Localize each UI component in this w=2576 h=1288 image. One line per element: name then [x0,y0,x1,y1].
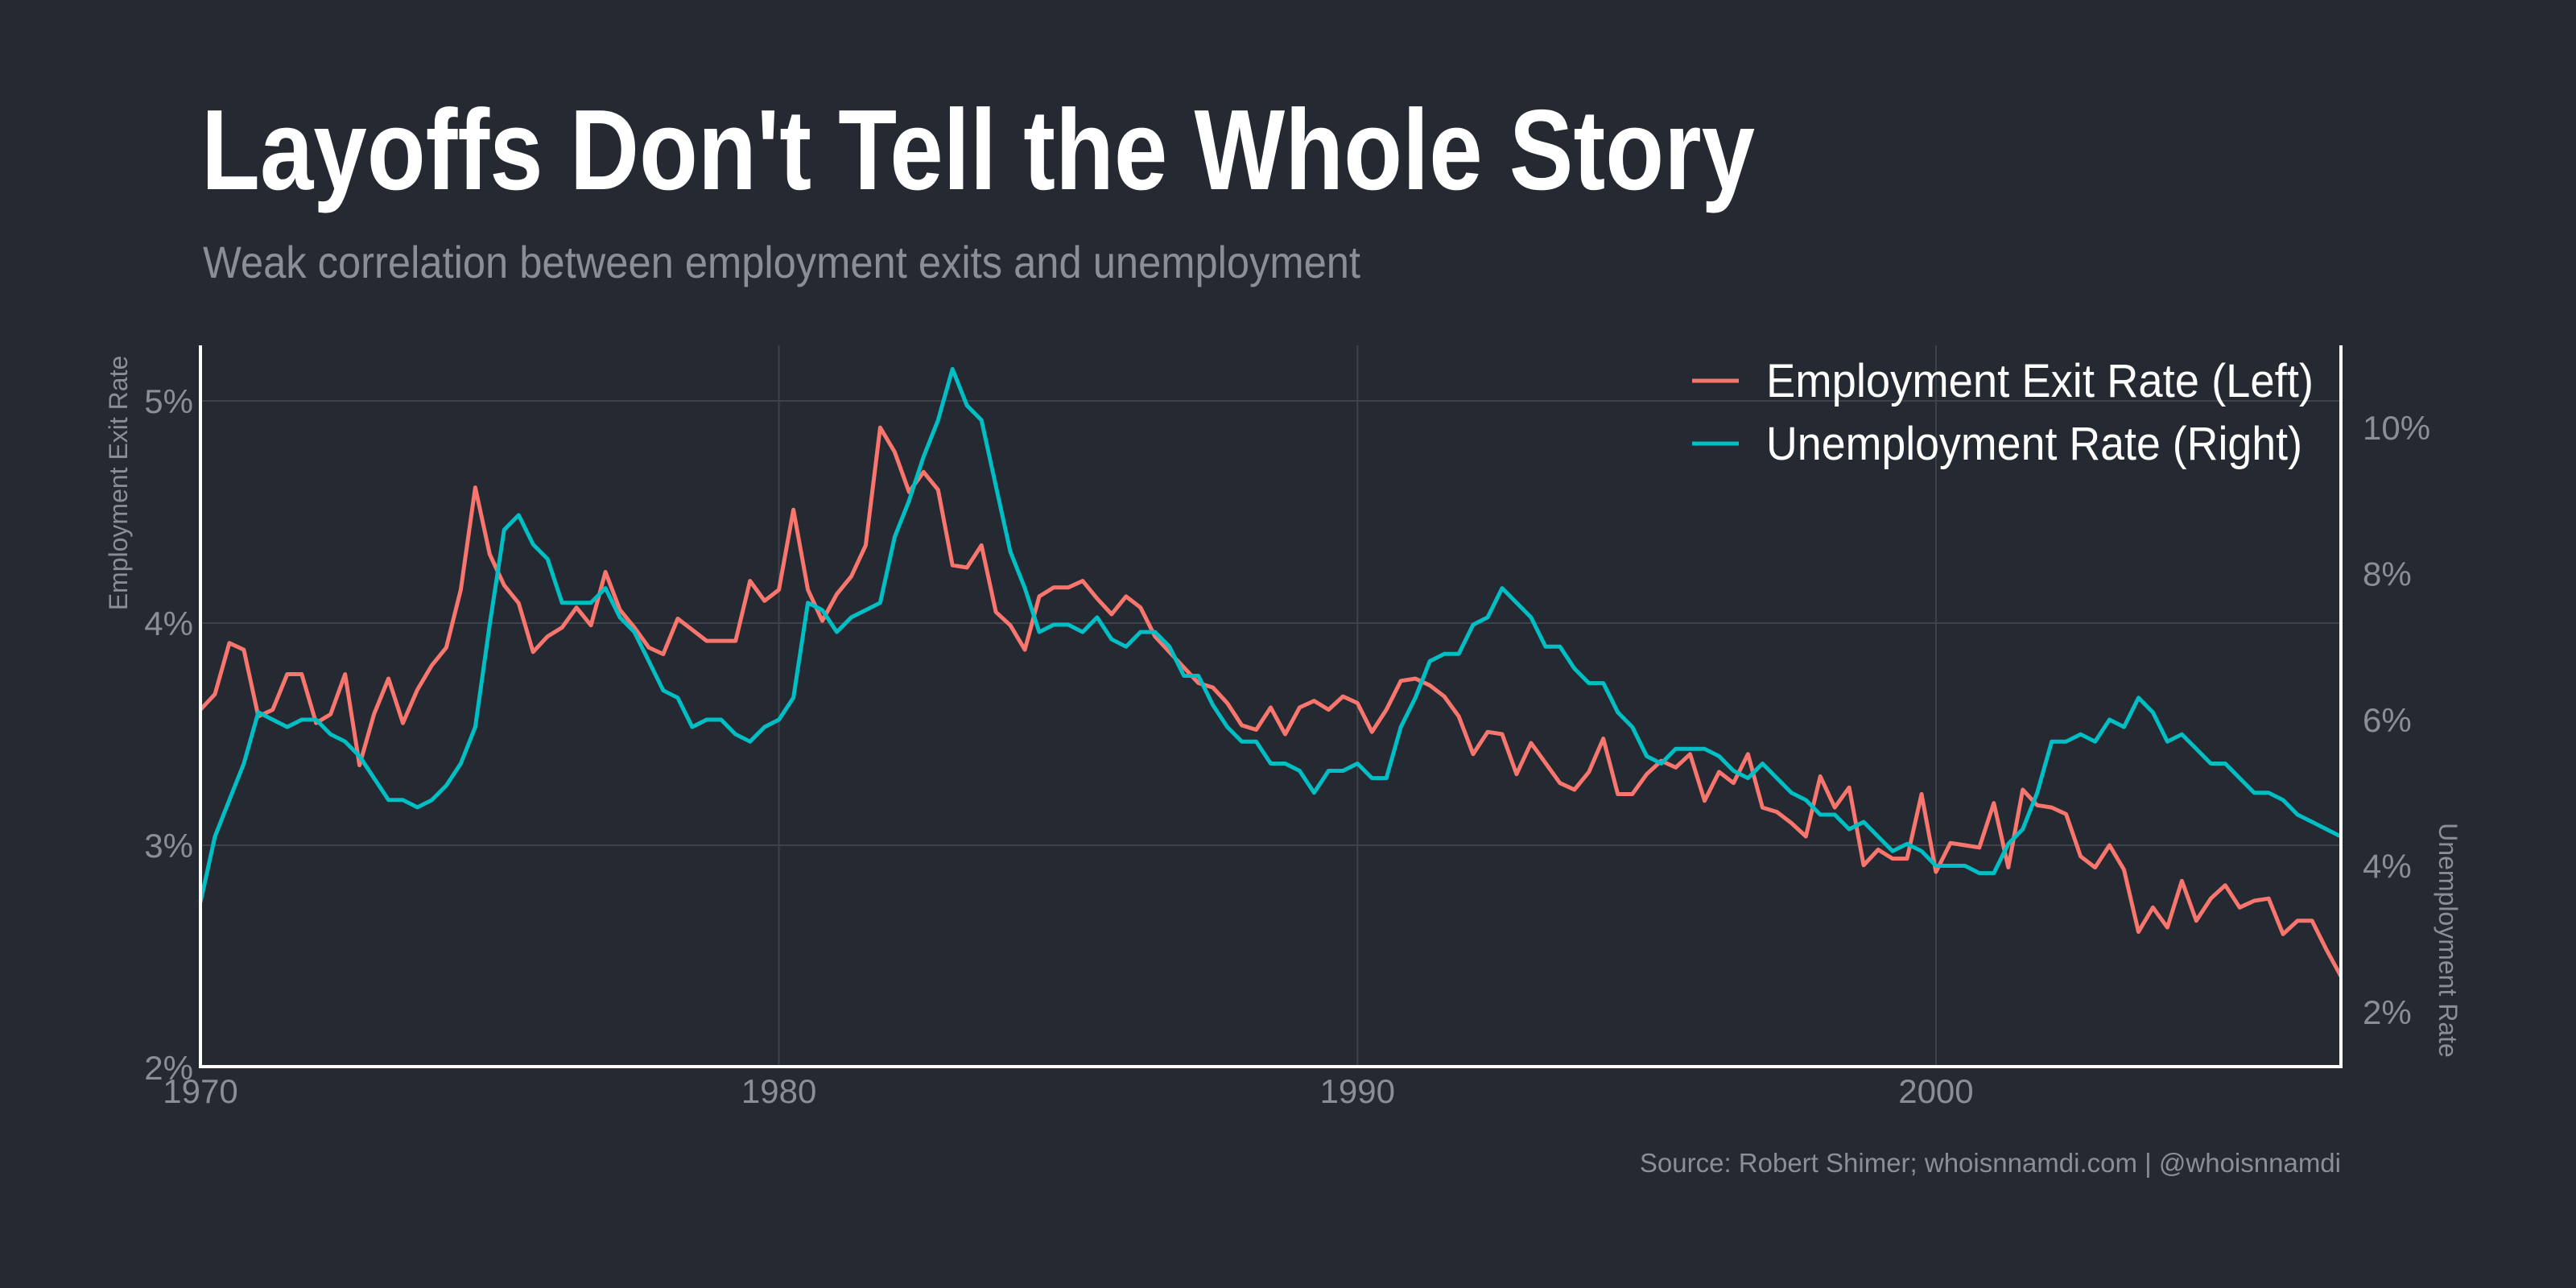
x-tick-label: 2000 [1898,1072,1973,1110]
chart-title: Layoffs Don't Tell the Whole Story [201,86,1755,214]
left-axis-title: Employment Exit Rate [104,356,133,611]
y-right-tick-label: 4% [2363,848,2412,886]
y-left-tick-label: 3% [144,827,193,865]
series-lines [198,366,2343,977]
chart-subtitle: Weak correlation between employment exit… [203,237,1360,287]
y-right-tick-label: 8% [2363,555,2412,593]
right-axis-title: Unemployment Rate [2434,823,2462,1058]
y-right-tick-label: 2% [2363,993,2412,1031]
x-tick-label: 1980 [741,1072,816,1110]
tick-labels: 1970 1980 1990 2000 2% 3% 4% 5% 2% 4% 6% 8% 10% [144,382,2430,1110]
y-right-tick-label: 6% [2363,701,2412,739]
source-note: Source: Robert Shimer; whoisnnamdi.com |… [1640,1148,2341,1178]
y-left-tick-label: 4% [144,605,193,642]
y-left-tick-label: 2% [144,1049,193,1087]
y-left-tick-label: 5% [144,382,193,420]
x-tick-label: 1990 [1320,1072,1395,1110]
legend-label-exit-rate: Employment Exit Rate (Left) [1766,355,2314,407]
y-right-tick-label: 10% [2363,409,2430,447]
series-line-unemployment-rate [198,366,2343,903]
legend: Employment Exit Rate (Left) Unemployment… [1692,355,2314,470]
series-line-employment-exit-rate [199,425,2343,977]
x-tick-label: 1970 [163,1072,237,1110]
legend-label-unemployment-rate: Unemployment Rate (Right) [1766,418,2302,470]
